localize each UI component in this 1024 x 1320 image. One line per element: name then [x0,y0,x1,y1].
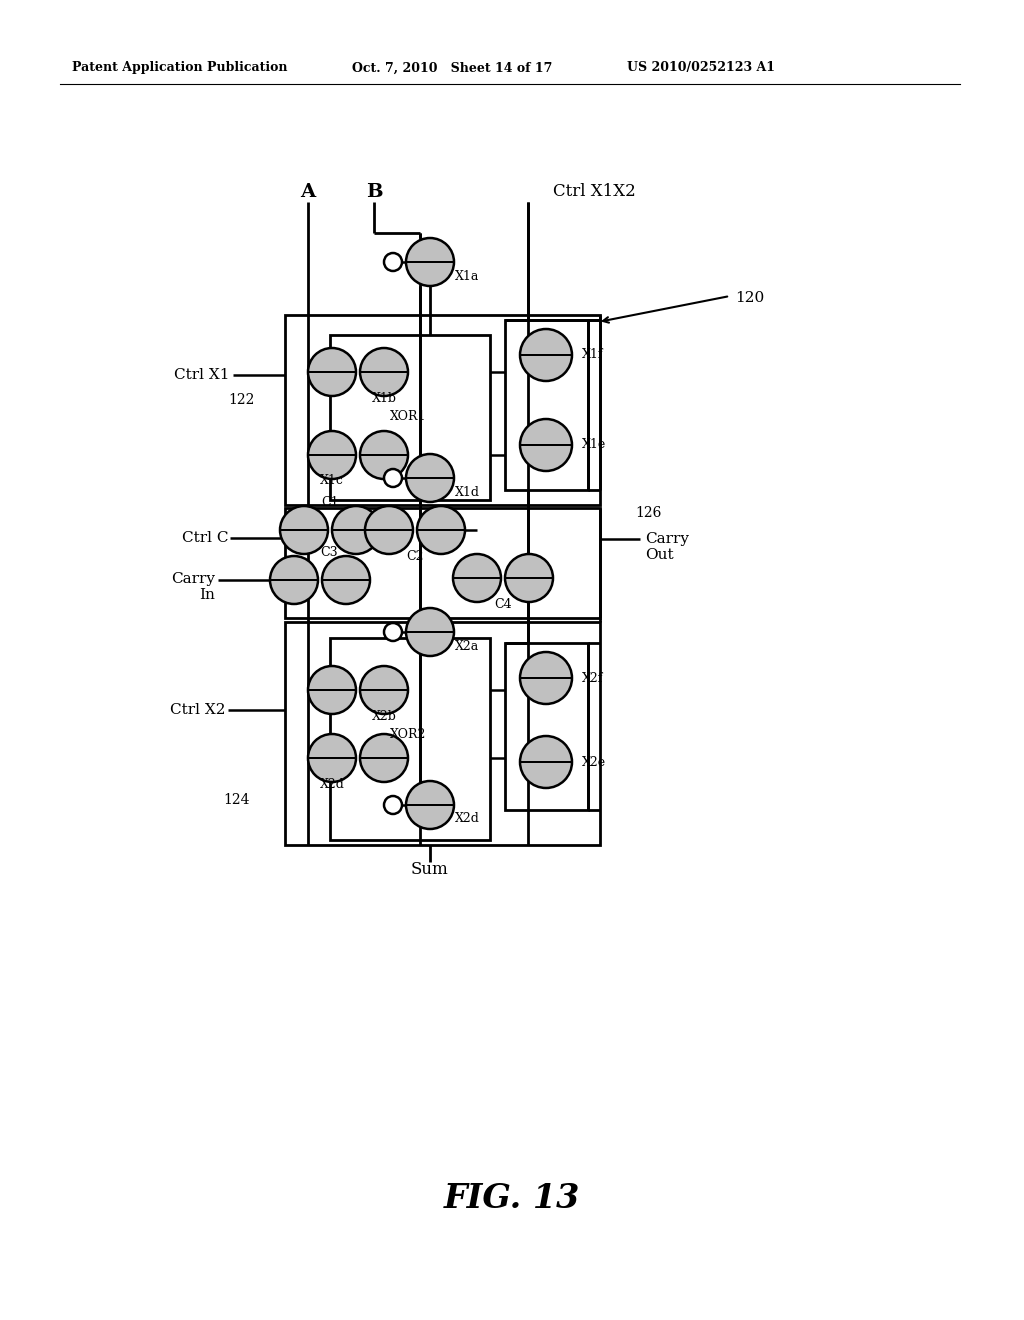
Text: X2b: X2b [372,710,396,722]
Ellipse shape [280,506,328,554]
Text: Ctrl C: Ctrl C [181,531,228,545]
Ellipse shape [406,781,454,829]
Text: X2e: X2e [582,755,606,768]
Bar [285,622,600,845]
Text: C1: C1 [322,496,339,510]
Ellipse shape [505,554,553,602]
Ellipse shape [360,432,408,479]
Ellipse shape [365,506,413,554]
Bar [330,638,490,840]
Ellipse shape [308,734,356,781]
Ellipse shape [406,454,454,502]
Ellipse shape [360,348,408,396]
Text: X1e: X1e [582,438,606,451]
Bar [330,335,490,500]
Circle shape [384,623,402,642]
Text: 120: 120 [735,290,764,305]
Ellipse shape [308,348,356,396]
Text: XOR2: XOR2 [390,729,426,742]
Text: Oct. 7, 2010   Sheet 14 of 17: Oct. 7, 2010 Sheet 14 of 17 [352,62,552,74]
Text: Ctrl X1: Ctrl X1 [174,368,230,381]
Bar [285,315,600,506]
Text: In: In [199,587,215,602]
Ellipse shape [270,556,318,605]
Ellipse shape [360,667,408,714]
Text: X1d: X1d [455,486,480,499]
Text: X1b: X1b [372,392,396,404]
Text: X1c: X1c [321,474,344,487]
Text: US 2010/0252123 A1: US 2010/0252123 A1 [627,62,775,74]
Text: C3: C3 [319,546,338,560]
Text: X1f: X1f [582,348,603,362]
Ellipse shape [520,418,572,471]
Text: Ctrl X2: Ctrl X2 [170,704,225,717]
Text: X2a: X2a [455,640,479,653]
Ellipse shape [406,238,454,286]
Ellipse shape [520,329,572,381]
Circle shape [384,796,402,814]
Ellipse shape [308,432,356,479]
Text: 126: 126 [635,506,662,520]
Ellipse shape [417,506,465,554]
Text: Patent Application Publication: Patent Application Publication [72,62,288,74]
Text: C4: C4 [495,598,512,611]
Text: X2f: X2f [582,672,603,685]
Ellipse shape [332,506,380,554]
Text: FIG. 13: FIG. 13 [443,1181,581,1214]
Text: B: B [366,183,382,201]
Bar [505,319,588,490]
Ellipse shape [520,737,572,788]
Ellipse shape [453,554,501,602]
Ellipse shape [308,667,356,714]
Ellipse shape [360,734,408,781]
Text: Ctrl X1X2: Ctrl X1X2 [553,183,636,201]
Bar [285,508,600,618]
Text: Sum: Sum [411,862,449,879]
Text: XOR1: XOR1 [390,409,426,422]
Text: Carry: Carry [645,532,689,546]
Ellipse shape [322,556,370,605]
Text: X1a: X1a [455,271,479,284]
Text: Out: Out [645,548,674,562]
Ellipse shape [406,609,454,656]
Ellipse shape [520,652,572,704]
Text: C2: C2 [407,550,424,564]
Text: X2d: X2d [455,813,480,825]
Text: A: A [300,183,315,201]
Circle shape [384,253,402,271]
Bar [505,643,588,810]
Circle shape [384,469,402,487]
Text: 124: 124 [223,793,250,807]
Text: 122: 122 [228,393,255,407]
Text: Carry: Carry [171,572,215,586]
Text: X2d: X2d [319,777,344,791]
